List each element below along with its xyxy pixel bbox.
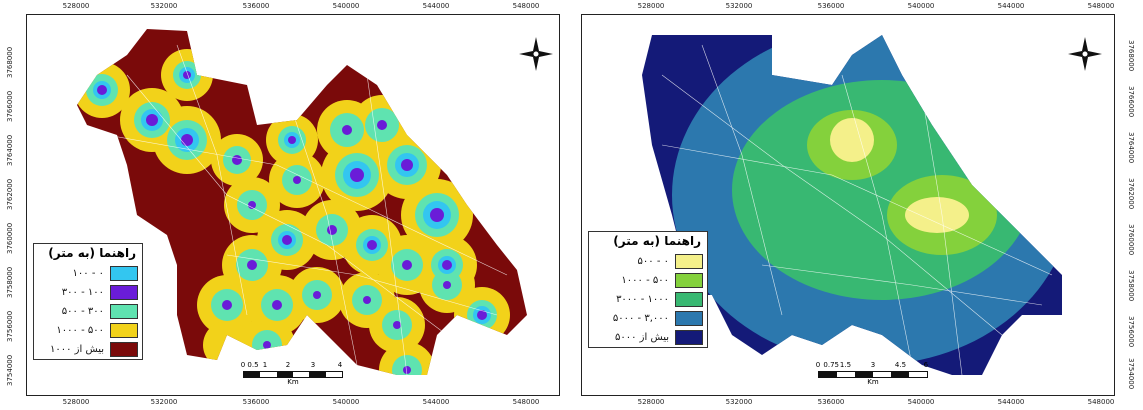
x-tick: 548000 xyxy=(512,2,540,10)
legend-swatch xyxy=(110,323,138,338)
legend-label: ۱۰۰ - ۳۰۰ xyxy=(61,287,104,298)
legend-swatch xyxy=(675,311,703,326)
legend-label: بیش از ۵۰۰۰ xyxy=(615,332,669,343)
distance-map xyxy=(642,35,1062,375)
x-tick-bottom: 548000 xyxy=(512,398,540,406)
x-tick: 528000 xyxy=(637,2,665,10)
map-panel-right: 528000 532000 536000 540000 544000 54800… xyxy=(575,0,1143,410)
x-tick-bottom: 528000 xyxy=(62,398,90,406)
scale-tick: 1.5 xyxy=(839,361,852,369)
y-tick: 3754000 xyxy=(6,354,14,386)
x-tick-bottom: 548000 xyxy=(1087,398,1115,406)
scale-unit: Km xyxy=(867,378,879,386)
legend-label: ۰ - ۱۰۰ xyxy=(72,268,104,279)
buffer-map xyxy=(77,29,527,375)
y-tick: 3766000 xyxy=(6,90,14,122)
legend-swatch xyxy=(675,254,703,269)
legend-item: ۱۰۰۰ - ۳۰۰۰ xyxy=(589,290,707,309)
x-tick: 536000 xyxy=(242,2,270,10)
x-tick-bottom: 544000 xyxy=(422,398,450,406)
y-tick: 3760000 xyxy=(6,222,14,254)
scale-tick: 0.75 xyxy=(823,361,839,369)
y-tick: 3756000 xyxy=(1127,316,1135,348)
y-tick: 3758000 xyxy=(6,266,14,298)
scale-tick: 6 xyxy=(923,361,929,369)
x-tick: 540000 xyxy=(907,2,935,10)
legend-swatch xyxy=(675,273,703,288)
legend-swatch xyxy=(110,304,138,319)
north-arrow-icon xyxy=(1068,37,1102,71)
x-tick: 536000 xyxy=(817,2,845,10)
scale-tick: 3 xyxy=(870,361,876,369)
y-tick: 3766000 xyxy=(1127,86,1135,118)
scale-tick: 1 xyxy=(262,361,268,369)
scale-tick: 0.5 xyxy=(247,361,259,369)
map-frame: راهنما (به متر) ۰ - ۱۰۰ ۱۰۰ - ۳۰۰ ۳۰۰ - … xyxy=(26,14,560,396)
x-tick-bottom: 540000 xyxy=(332,398,360,406)
legend-label: ۵۰۰ - ۱۰۰۰ xyxy=(56,325,104,336)
x-tick-bottom: 536000 xyxy=(817,398,845,406)
legend-label: ۱۰۰۰ - ۳۰۰۰ xyxy=(616,294,669,305)
legend-label: ۰ - ۵۰۰ xyxy=(637,256,669,267)
x-tick-bottom: 532000 xyxy=(725,398,753,406)
y-tick: 3768000 xyxy=(6,46,14,78)
x-tick-bottom: 544000 xyxy=(997,398,1025,406)
legend: راهنما (به متر) ۰ - ۵۰۰ ۵۰۰ - ۱۰۰۰ ۱۰۰۰ … xyxy=(588,231,708,348)
legend-item: بیش از ۱۰۰۰ xyxy=(34,340,142,359)
legend-title: راهنما (به متر) xyxy=(613,234,701,248)
scale-bar: 0 0.5 1 2 3 4 Km xyxy=(240,361,343,386)
x-tick: 544000 xyxy=(422,2,450,10)
legend-swatch xyxy=(675,292,703,307)
map-frame: راهنما (به متر) ۰ - ۵۰۰ ۵۰۰ - ۱۰۰۰ ۱۰۰۰ … xyxy=(581,14,1115,396)
legend-label: ۳,۰۰۰ - ۵۰۰۰ xyxy=(612,313,669,324)
legend-item: ۳,۰۰۰ - ۵۰۰۰ xyxy=(589,309,707,328)
scale-bar: 0 0.75 1.5 3 4.5 6 Km xyxy=(815,361,929,386)
scale-unit: Km xyxy=(287,378,299,386)
x-tick: 532000 xyxy=(150,2,178,10)
legend-item: ۵۰۰ - ۱۰۰۰ xyxy=(34,321,142,340)
x-tick: 540000 xyxy=(332,2,360,10)
legend-label: بیش از ۱۰۰۰ xyxy=(50,344,104,355)
legend-swatch xyxy=(675,330,703,345)
x-tick-bottom: 536000 xyxy=(242,398,270,406)
x-tick-bottom: 540000 xyxy=(907,398,935,406)
legend-label: ۳۰۰ - ۵۰۰ xyxy=(61,306,104,317)
legend-item: ۰ - ۱۰۰ xyxy=(34,264,142,283)
x-tick: 532000 xyxy=(725,2,753,10)
panel-divider xyxy=(569,0,573,410)
scale-tick: 4.5 xyxy=(894,361,907,369)
legend-title: راهنما (به متر) xyxy=(48,246,136,260)
x-tick: 548000 xyxy=(1087,2,1115,10)
y-tick: 3756000 xyxy=(6,310,14,342)
legend-swatch xyxy=(110,342,138,357)
y-tick: 3768000 xyxy=(1127,40,1135,72)
y-tick: 3764000 xyxy=(6,134,14,166)
y-tick: 3758000 xyxy=(1127,270,1135,302)
x-tick-bottom: 532000 xyxy=(150,398,178,406)
y-tick: 3764000 xyxy=(1127,132,1135,164)
legend-swatch xyxy=(110,285,138,300)
north-arrow-icon xyxy=(519,37,553,71)
legend-item: ۱۰۰ - ۳۰۰ xyxy=(34,283,142,302)
y-tick: 3760000 xyxy=(1127,224,1135,256)
x-tick-bottom: 528000 xyxy=(637,398,665,406)
x-tick: 544000 xyxy=(997,2,1025,10)
scale-tick: 4 xyxy=(337,361,343,369)
y-tick: 3762000 xyxy=(1127,178,1135,210)
scale-tick: 0 xyxy=(815,361,821,369)
map-panel-left: 528000 532000 536000 540000 544000 54800… xyxy=(0,0,568,410)
legend-item: بیش از ۵۰۰۰ xyxy=(589,328,707,347)
legend-label: ۵۰۰ - ۱۰۰۰ xyxy=(621,275,669,286)
y-tick: 3754000 xyxy=(1127,358,1135,390)
scale-tick: 0 xyxy=(240,361,246,369)
scale-tick: 3 xyxy=(310,361,316,369)
legend-item: ۳۰۰ - ۵۰۰ xyxy=(34,302,142,321)
y-tick: 3762000 xyxy=(6,178,14,210)
x-tick: 528000 xyxy=(62,2,90,10)
legend-item: ۵۰۰ - ۱۰۰۰ xyxy=(589,271,707,290)
legend-item: ۰ - ۵۰۰ xyxy=(589,252,707,271)
scale-tick: 2 xyxy=(285,361,291,369)
legend: راهنما (به متر) ۰ - ۱۰۰ ۱۰۰ - ۳۰۰ ۳۰۰ - … xyxy=(33,243,143,360)
legend-swatch xyxy=(110,266,138,281)
